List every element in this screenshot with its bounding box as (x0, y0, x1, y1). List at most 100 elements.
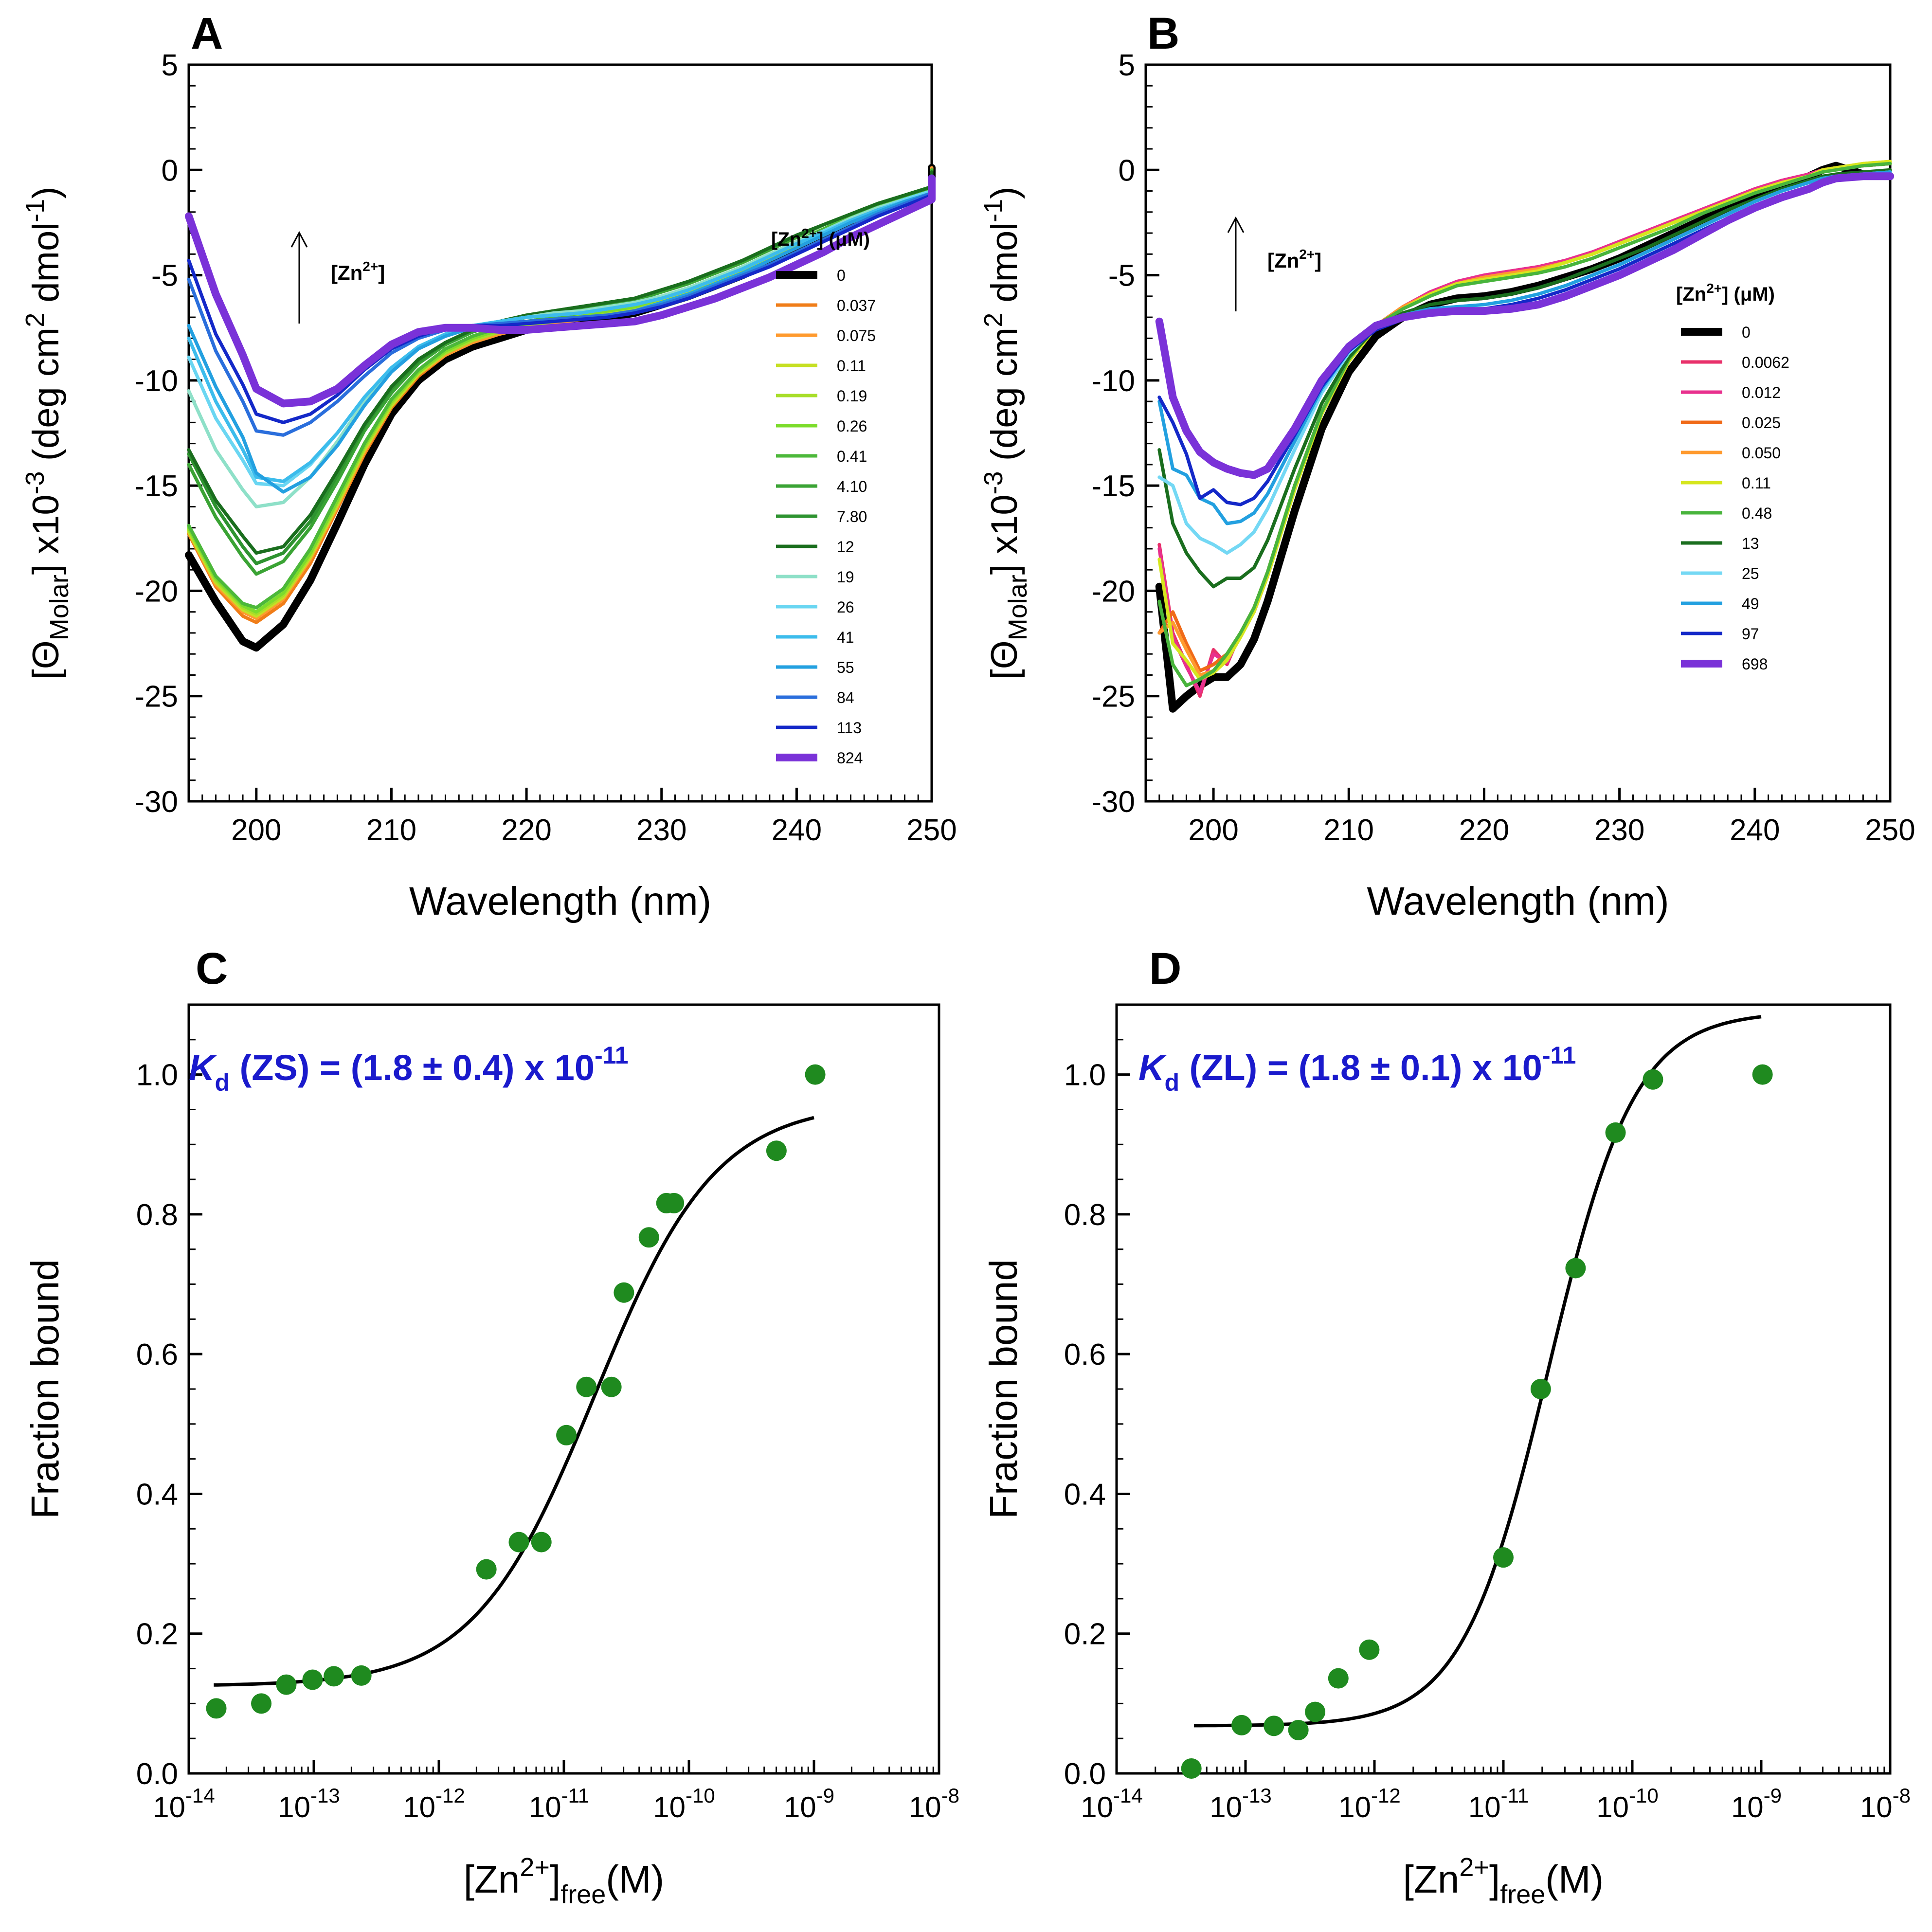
legend-label: 0.025 (1742, 414, 1781, 432)
legend-label: 4.10 (837, 478, 867, 495)
text-span: -11 (1501, 1784, 1529, 1807)
text-span: [Zn (771, 229, 801, 250)
text-span: -9 (816, 1784, 834, 1807)
series-line-84 (187, 174, 934, 437)
y-tick-label: -25 (1091, 680, 1135, 714)
legend-label: 41 (837, 629, 854, 646)
text-span: [Zn (1267, 249, 1299, 272)
data-point (1181, 1758, 1202, 1779)
text-span: 2+ (1459, 1853, 1489, 1882)
x-tick-label: 10-9 (1731, 1784, 1782, 1824)
arrow-head (290, 231, 308, 248)
y-tick-label: 0.2 (1064, 1618, 1106, 1651)
text-span: -14 (1113, 1784, 1143, 1807)
legend-label: 19 (837, 568, 854, 586)
text-span: 2+ (1706, 281, 1722, 296)
data-point (476, 1559, 497, 1580)
legend-label: 824 (837, 749, 863, 767)
text-span: -3 (979, 471, 1008, 494)
y-tick-label: -30 (1091, 785, 1135, 819)
y-tick-label: 0.8 (136, 1198, 178, 1232)
text-span: 10 (153, 1791, 185, 1824)
x-axis-label: Wavelength (nm) (409, 879, 711, 923)
y-axis-label: Fraction bound (23, 1259, 67, 1519)
series-line-49 (1157, 170, 1892, 525)
data-point (1231, 1715, 1252, 1735)
data-point (1328, 1668, 1349, 1689)
text-span: (M) (1545, 1858, 1604, 1901)
kd-annotation: Kd (ZS) = (1.8 ± 0.4) x 10-11 (189, 1042, 629, 1096)
text-span: [Zn (1403, 1858, 1460, 1901)
y-tick-label: 0.0 (1064, 1757, 1106, 1791)
text-span: 10 (784, 1791, 816, 1824)
legend-label: 0.075 (837, 327, 876, 344)
data-point (576, 1376, 597, 1397)
legend-label: 26 (837, 598, 854, 616)
panel-d: 0.00.20.40.60.81.010-14 10-13 10-12 10-11 10… (982, 1003, 1911, 1909)
text-span: 10 (653, 1791, 686, 1824)
text-span: ] (550, 1858, 560, 1901)
text-span: -1 (979, 199, 1008, 222)
x-tick-label: 230 (636, 813, 686, 847)
legend-label: 13 (1742, 535, 1759, 552)
legend-label: 0.0062 (1742, 354, 1789, 371)
legend-label: 0.11 (1742, 474, 1771, 492)
text-span: 2+ (520, 1853, 550, 1882)
text-span: 10 (278, 1791, 310, 1824)
x-axis-label: Wavelength (nm) (1367, 879, 1669, 923)
panel-letter-d: D (1149, 944, 1181, 993)
data-point (206, 1698, 227, 1719)
y-tick-label: 0 (1119, 154, 1135, 187)
x-axis-label: [Zn2+]free(M) (464, 1853, 664, 1909)
text-span: 10 (1210, 1791, 1242, 1824)
legend-label: 0 (1742, 324, 1751, 341)
y-tick-label: 0.0 (136, 1757, 178, 1791)
text-span: (ZS) = (1.8 ± 0.4) x 10 (230, 1047, 595, 1088)
data-point (1305, 1701, 1326, 1722)
text-span: (deg cm (25, 327, 67, 471)
legend-label: 49 (1742, 595, 1759, 613)
x-tick-label: 10-13 (278, 1784, 340, 1824)
x-tick-label: 210 (366, 813, 416, 847)
data-point (1643, 1069, 1663, 1090)
plot-frame (187, 63, 933, 803)
y-tick-label: 0.8 (1064, 1198, 1106, 1232)
data-point (638, 1227, 659, 1248)
legend-label: 698 (1742, 655, 1768, 673)
text-span: [Zn (331, 261, 362, 284)
text-span: (M) (606, 1858, 664, 1901)
text-span: ] (378, 261, 385, 284)
text-span: Molar (1003, 575, 1032, 640)
text-span: ] x10 (25, 494, 67, 575)
data-point (351, 1665, 372, 1686)
text-span: ] (μM) (1722, 284, 1775, 305)
text-span: (ZL) = (1.8 ± 0.1) x 10 (1179, 1047, 1542, 1088)
data-point (251, 1693, 272, 1714)
x-tick-label: 10-14 (153, 1784, 215, 1824)
x-tick-label: 230 (1594, 813, 1644, 847)
x-tick-label: 10-14 (1081, 1784, 1142, 1824)
text-span: Molar (45, 575, 74, 640)
series-line-13 (1157, 168, 1892, 589)
x-tick-label: 10-9 (784, 1784, 834, 1824)
legend-label: 12 (837, 538, 854, 556)
y-tick-label: -5 (151, 259, 178, 293)
legend-label: 55 (837, 659, 854, 676)
text-span: 2+ (801, 226, 817, 241)
text-span: ) (984, 187, 1025, 199)
text-span: -1 (20, 199, 50, 222)
text-span: ) (25, 187, 67, 199)
text-span: free (560, 1880, 606, 1909)
text-span: -13 (310, 1784, 340, 1807)
text-span: [Θ (25, 640, 67, 679)
legend-label: 7.80 (837, 508, 867, 525)
text-span: 2+ (1299, 247, 1315, 262)
y-tick-label: -15 (1091, 469, 1135, 503)
legend-label: 25 (1742, 565, 1759, 582)
y-tick-label: 0.6 (1064, 1338, 1106, 1372)
y-tick-label: -25 (134, 680, 178, 714)
text-span: [Θ (984, 640, 1025, 679)
x-tick-label: 250 (906, 813, 957, 847)
